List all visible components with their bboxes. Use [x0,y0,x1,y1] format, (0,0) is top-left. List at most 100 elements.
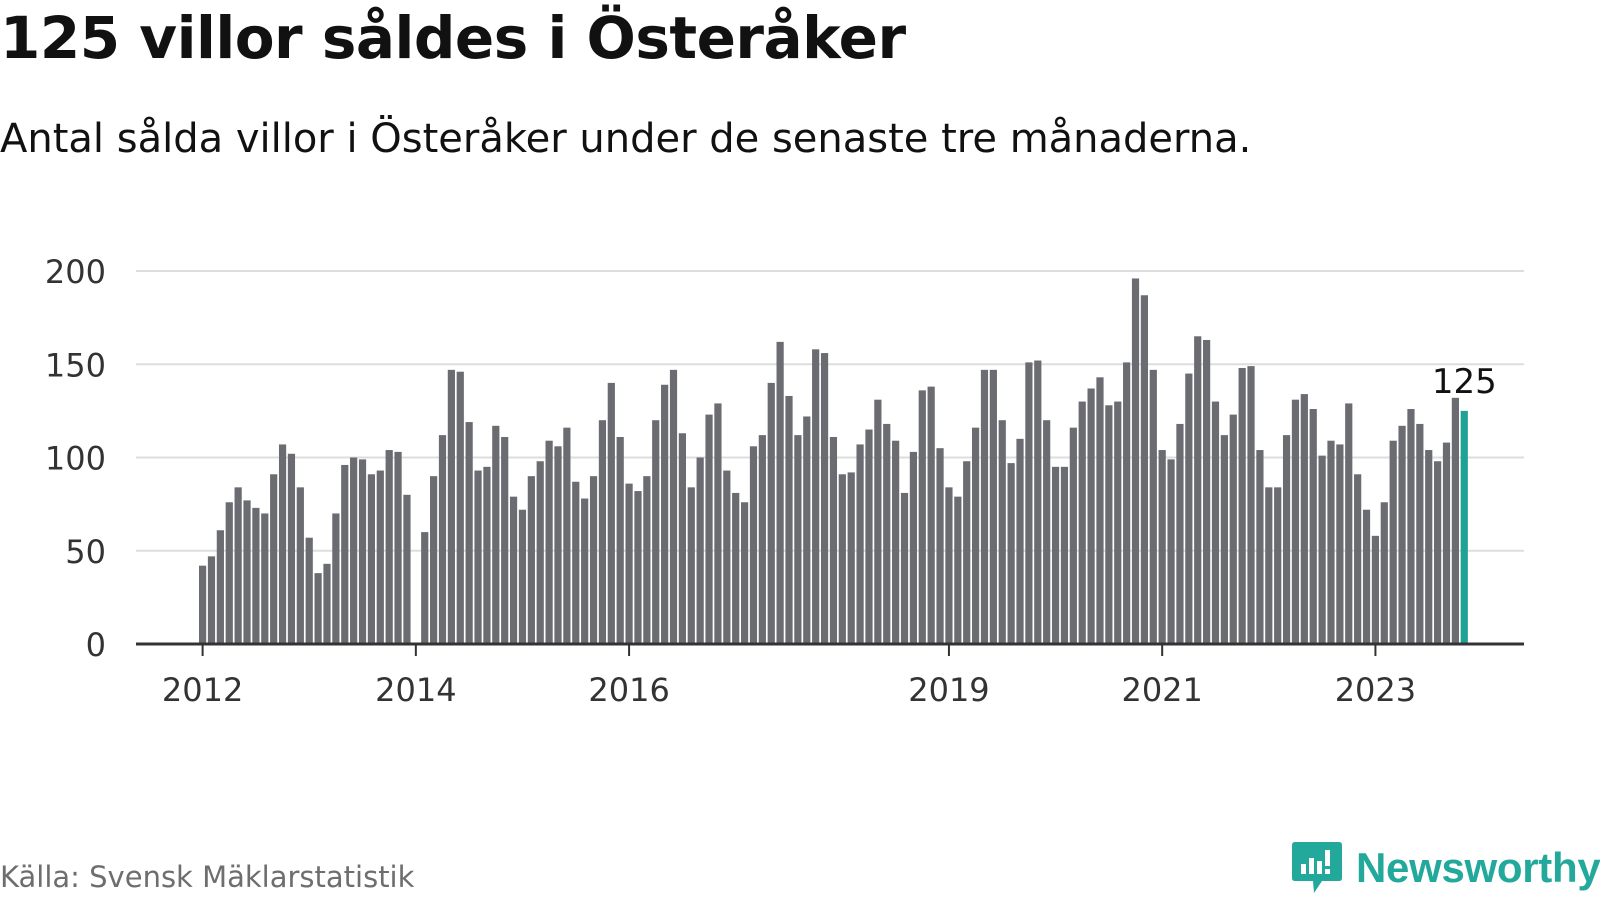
page-subtitle: Antal sålda villor i Österåker under de … [0,116,1252,162]
bar [554,446,562,644]
bar [1025,362,1033,644]
bar [456,371,464,644]
y-tick-label: 0 [86,626,106,664]
bar [1105,405,1113,644]
bar [234,487,242,644]
y-tick-label: 100 [45,440,106,478]
bar [385,450,393,644]
bar [1043,420,1051,644]
bar [1300,394,1308,644]
bar [314,573,322,644]
bar [341,464,349,644]
bar [740,502,749,644]
bar [287,453,296,644]
bar [199,565,207,644]
bar [1282,435,1291,644]
bar [1087,388,1095,644]
bar [527,476,535,644]
bar [767,382,775,644]
bar [1238,367,1246,644]
bar [625,483,633,644]
bar [483,466,491,644]
bar [892,440,900,644]
bar [376,470,384,644]
bar [509,496,518,644]
bar [856,444,864,644]
bar [900,492,909,644]
bar [1176,423,1184,644]
bar [1203,340,1211,644]
bar [545,440,553,644]
bar [1327,440,1335,644]
bar [1434,461,1442,644]
y-tick-label: 50 [65,533,106,571]
bar [1309,409,1317,644]
bar [954,496,962,644]
bar [634,491,642,644]
bars [199,278,1468,645]
x-tick-label: 2014 [375,671,456,709]
bar [1060,466,1069,644]
bar-latest [1460,410,1468,645]
bar [661,384,669,644]
bar [252,507,260,644]
bar [838,474,846,644]
bar [403,494,411,644]
y-axis-tick-labels: 0 50 100 150 200 [45,253,106,664]
bar [883,423,891,644]
bar [447,369,455,644]
bar [305,537,313,644]
bar [1131,278,1140,644]
bar [1007,463,1015,644]
bar [207,556,216,644]
bar [598,420,607,644]
bar [945,487,953,644]
bar [1451,397,1459,644]
newsworthy-logo-icon [1292,842,1342,893]
bar [812,349,820,644]
bar-chart: 0 50 100 150 200 2012 2014 2016 2019 2021 2023 12… [45,253,1524,709]
brand-logo: Newsworthy [1292,842,1600,894]
bar [989,369,997,644]
bar [1345,403,1353,644]
bar [1265,487,1273,644]
x-tick-label: 2019 [908,671,989,709]
bar [225,502,233,644]
bar [1034,360,1042,644]
bar [1274,487,1282,644]
bar [1123,362,1131,644]
bar [714,403,722,644]
bar [972,427,980,644]
bar [1425,450,1433,644]
data-labels: 125 [1432,362,1497,402]
bar [394,451,402,644]
bar [918,390,926,644]
bar [1016,438,1024,644]
bar [589,476,598,644]
bar [1442,442,1451,644]
bar [1380,502,1388,644]
bar [1247,366,1255,644]
bar [501,436,509,644]
bar [1149,369,1157,644]
bar [1371,535,1380,644]
x-tick-label: 2021 [1121,671,1202,709]
bar [421,532,429,644]
bar [572,481,580,644]
bar [1416,423,1424,644]
bar [1096,377,1104,644]
latest-value-label: 125 [1432,362,1497,402]
bar [874,399,882,644]
page-title: 125 villor såldes i Österåker [0,4,906,72]
x-tick-label: 2012 [162,671,243,709]
bar [1407,409,1415,644]
bar [652,420,660,644]
y-tick-label: 150 [45,346,106,384]
bar [1389,440,1397,644]
x-tick-label: 2016 [588,671,669,709]
bar [669,369,678,644]
y-tick-label: 200 [45,253,106,291]
bar [616,436,624,644]
bar [474,470,482,644]
bar [323,563,331,644]
